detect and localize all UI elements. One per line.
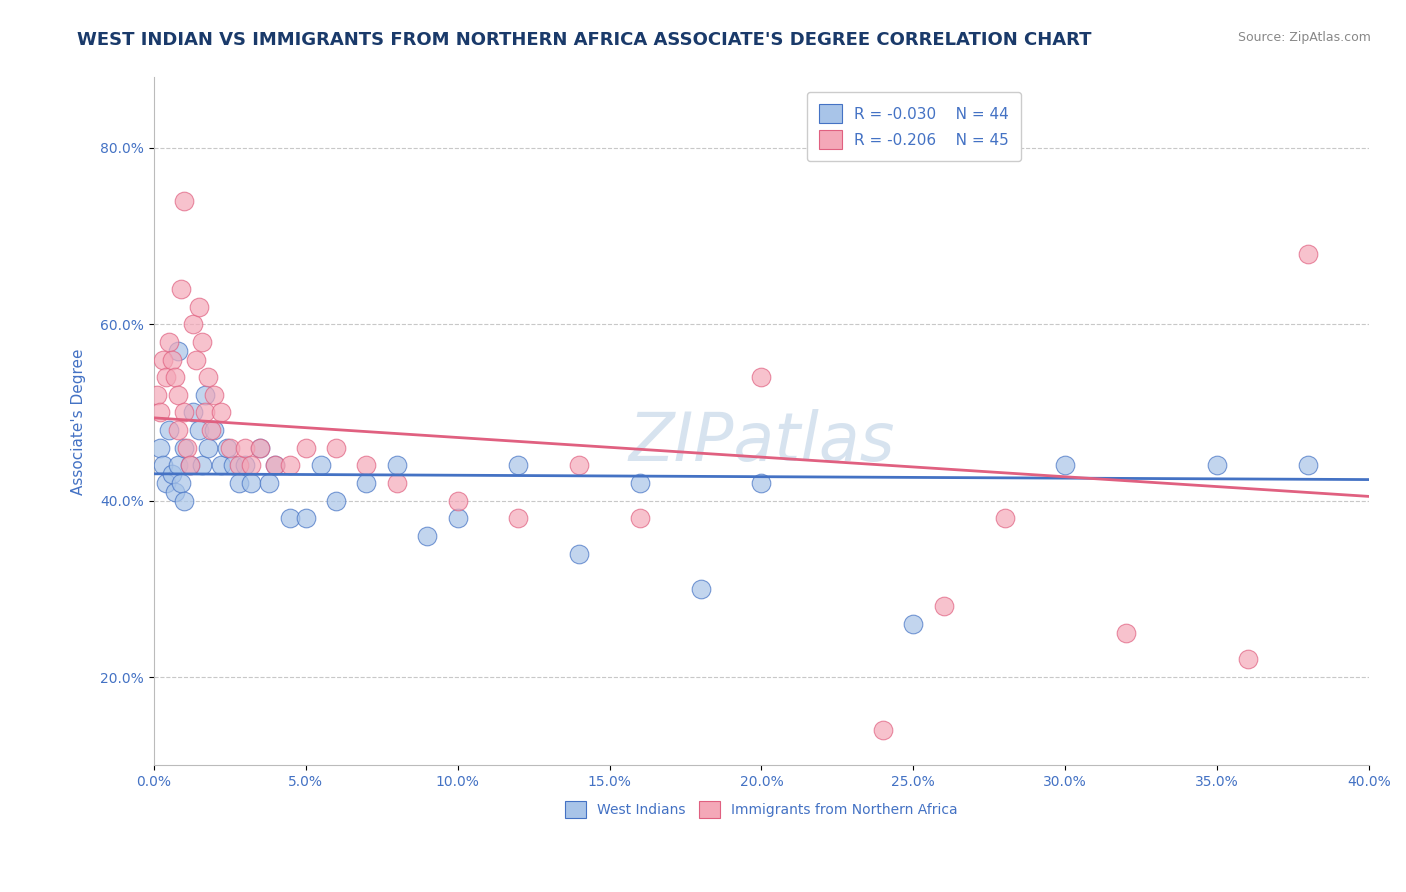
Point [568,547,591,561]
Point [155,370,177,384]
Point [152,352,174,367]
Point [1054,458,1077,473]
Point [264,458,287,473]
Point [173,493,195,508]
Point [1298,247,1320,261]
Point [149,405,172,419]
Point [233,458,256,473]
Point [145,388,167,402]
Point [218,441,240,455]
Point [163,370,186,384]
Point [1236,652,1258,666]
Point [385,458,408,473]
Point [309,458,332,473]
Point [160,467,183,482]
Point [233,441,256,455]
Point [1115,626,1137,640]
Point [416,529,439,543]
Point [1206,458,1229,473]
Point [356,476,378,491]
Point [170,282,193,296]
Point [200,423,222,437]
Point [628,476,651,491]
Point [325,441,347,455]
Point [294,511,316,525]
Point [160,352,183,367]
Point [204,388,226,402]
Point [167,458,190,473]
Point [194,405,217,419]
Point [209,405,232,419]
Point [325,493,347,508]
Point [628,511,651,525]
Point [249,441,271,455]
Point [173,405,195,419]
Point [179,458,201,473]
Point [222,458,245,473]
Point [239,458,262,473]
Point [170,476,193,491]
Point [568,458,591,473]
Point [903,617,925,632]
Point [932,599,955,614]
Y-axis label: Associate's Degree: Associate's Degree [72,348,86,494]
Point [197,441,219,455]
Point [186,352,208,367]
Point [163,484,186,499]
Point [181,318,204,332]
Point [157,423,180,437]
Point [239,476,262,491]
Point [508,458,530,473]
Text: WEST INDIAN VS IMMIGRANTS FROM NORTHERN AFRICA ASSOCIATE'S DEGREE CORRELATION CH: WEST INDIAN VS IMMIGRANTS FROM NORTHERN … [77,31,1092,49]
Point [155,476,177,491]
Point [257,476,280,491]
Text: Source: ZipAtlas.com: Source: ZipAtlas.com [1237,31,1371,45]
Point [280,458,302,473]
Point [446,493,468,508]
Point [188,300,211,314]
Point [228,476,250,491]
Point [356,458,378,473]
Point [173,441,195,455]
Point [508,511,530,525]
Point [176,441,198,455]
Point [689,582,711,596]
Point [149,441,172,455]
Point [173,194,195,208]
Point [204,423,226,437]
Point [249,441,271,455]
Point [264,458,287,473]
Text: ZIPatlas: ZIPatlas [628,409,894,475]
Point [385,476,408,491]
Point [191,334,214,349]
Point [446,511,468,525]
Point [215,441,238,455]
Point [1298,458,1320,473]
Point [167,423,190,437]
Point [280,511,302,525]
Point [167,388,190,402]
Point [209,458,232,473]
Point [993,511,1015,525]
Point [188,423,211,437]
Point [157,334,180,349]
Point [167,343,190,358]
Legend: West Indians, Immigrants from Northern Africa: West Indians, Immigrants from Northern A… [560,796,963,823]
Point [751,476,773,491]
Point [194,388,217,402]
Point [179,458,201,473]
Point [294,441,316,455]
Point [152,458,174,473]
Point [872,723,894,737]
Point [191,458,214,473]
Point [181,405,204,419]
Point [228,458,250,473]
Point [751,370,773,384]
Point [197,370,219,384]
